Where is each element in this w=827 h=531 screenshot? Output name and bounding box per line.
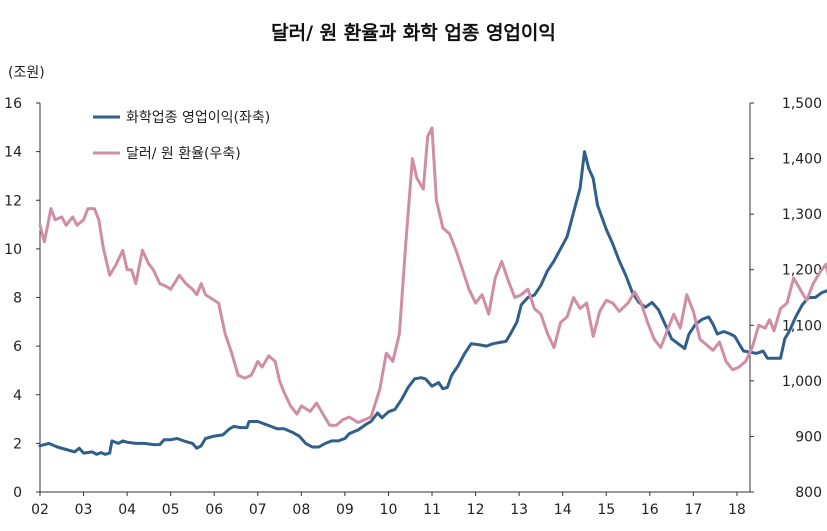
series-line-1 (38, 150, 827, 456)
x-axis-tick-label: 09 (336, 502, 354, 518)
left-axis-unit: (조원) (8, 65, 45, 81)
x-axis-tick-label: 10 (380, 502, 398, 518)
left-axis-tick-label: 12 (4, 193, 22, 209)
x-axis-tick-label: 13 (510, 502, 528, 518)
x-axis-tick-label: 04 (118, 502, 136, 518)
right-axis-tick-label: 1,200 (782, 263, 822, 279)
right-axis-tick-label: 1,300 (782, 207, 822, 223)
legend-label-2: 달러/ 원 환율(우축) (126, 146, 241, 162)
right-axis-tick-label: 900 (795, 429, 822, 445)
x-axis-tick-label: 14 (554, 502, 572, 518)
x-axis-tick-label: 05 (162, 502, 180, 518)
left-axis-tick-label: 16 (4, 96, 22, 112)
right-axis-tick-label: 1,000 (782, 374, 822, 390)
x-axis-tick-label: 06 (205, 502, 223, 518)
legend-label-1: 화학업종 영업이익(좌축) (126, 110, 270, 126)
x-axis-tick-label: 15 (597, 502, 615, 518)
x-axis-tick-label: 03 (75, 502, 93, 518)
left-axis-tick-label: 8 (13, 291, 22, 307)
right-axis-tick-label: 1,400 (782, 152, 822, 168)
left-axis-tick-label: 0 (13, 485, 22, 501)
chart-title: 달러/ 원 환율과 화학 업종 영업이익 (271, 22, 556, 44)
x-axis-tick-label: 17 (684, 502, 702, 518)
x-axis-tick-label: 16 (641, 502, 659, 518)
left-axis-tick-label: 2 (13, 436, 22, 452)
left-axis-tick-label: 4 (13, 388, 22, 404)
series-line-2 (38, 126, 827, 427)
right-axis-tick-label: 1,500 (782, 96, 822, 112)
x-axis-tick-label: 07 (249, 502, 267, 518)
x-axis-tick-label: 11 (423, 502, 441, 518)
left-axis-tick-label: 14 (4, 145, 22, 161)
x-axis-tick-label: 18 (728, 502, 746, 518)
left-axis-tick-label: 6 (13, 339, 22, 355)
x-axis-tick-label: 08 (292, 502, 310, 518)
x-axis-tick-label: 02 (31, 502, 49, 518)
right-axis-tick-label: 800 (795, 485, 822, 501)
x-axis-tick-label: 12 (467, 502, 485, 518)
left-axis-tick-label: 10 (4, 242, 22, 258)
